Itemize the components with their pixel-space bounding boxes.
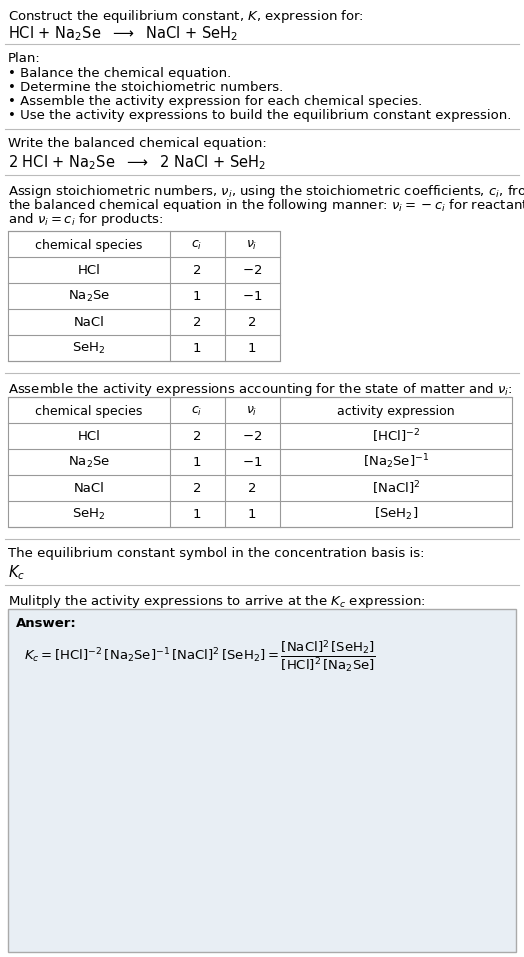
Text: $-2$: $-2$ [242, 430, 262, 442]
Text: • Assemble the activity expression for each chemical species.: • Assemble the activity expression for e… [8, 95, 422, 108]
Text: 2: 2 [193, 263, 201, 277]
Text: Na$_2$Se: Na$_2$Se [68, 288, 110, 303]
Bar [8, 397, 512, 527]
Text: Mulitply the activity expressions to arrive at the $K_c$ expression:: Mulitply the activity expressions to arr… [8, 593, 426, 610]
Text: HCl: HCl [78, 430, 101, 442]
Text: 1: 1 [193, 290, 201, 302]
Text: 1: 1 [193, 342, 201, 354]
Text: 2 HCl + Na$_2$Se  $\longrightarrow$  2 NaCl + SeH$_2$: 2 HCl + Na$_2$Se $\longrightarrow$ 2 NaC… [8, 153, 266, 171]
Bar [8, 231, 280, 361]
Text: • Determine the stoichiometric numbers.: • Determine the stoichiometric numbers. [8, 81, 283, 94]
Text: chemical species: chemical species [35, 239, 143, 252]
Text: $c_i$: $c_i$ [191, 238, 203, 252]
Text: $[\mathrm{SeH_2}]$: $[\mathrm{SeH_2}]$ [374, 506, 418, 523]
Text: activity expression: activity expression [337, 405, 455, 418]
Text: 2: 2 [193, 481, 201, 495]
Bar [8, 609, 516, 952]
Text: Answer:: Answer: [16, 617, 77, 630]
Text: $c_i$: $c_i$ [191, 405, 203, 418]
Text: Na$_2$Se: Na$_2$Se [68, 455, 110, 470]
Text: SeH$_2$: SeH$_2$ [72, 506, 106, 522]
Text: 1: 1 [248, 342, 256, 354]
Text: 2: 2 [248, 316, 256, 328]
Text: 2: 2 [248, 481, 256, 495]
Text: $\nu_i$: $\nu_i$ [246, 238, 258, 252]
Text: $\nu_i$: $\nu_i$ [246, 405, 258, 418]
Text: the balanced chemical equation in the following manner: $\nu_i = -c_i$ for react: the balanced chemical equation in the fo… [8, 197, 524, 214]
Text: • Balance the chemical equation.: • Balance the chemical equation. [8, 67, 231, 80]
Text: $[\mathrm{HCl}]^{-2}$: $[\mathrm{HCl}]^{-2}$ [372, 427, 420, 445]
Text: HCl: HCl [78, 263, 101, 277]
Text: $[\mathrm{Na_2Se}]^{-1}$: $[\mathrm{Na_2Se}]^{-1}$ [363, 453, 429, 472]
Text: Construct the equilibrium constant, $K$, expression for:: Construct the equilibrium constant, $K$,… [8, 8, 364, 25]
Text: and $\nu_i = c_i$ for products:: and $\nu_i = c_i$ for products: [8, 211, 163, 228]
Text: Assign stoichiometric numbers, $\nu_i$, using the stoichiometric coefficients, $: Assign stoichiometric numbers, $\nu_i$, … [8, 183, 524, 200]
Text: The equilibrium constant symbol in the concentration basis is:: The equilibrium constant symbol in the c… [8, 547, 424, 560]
Text: HCl + Na$_2$Se  $\longrightarrow$  NaCl + SeH$_2$: HCl + Na$_2$Se $\longrightarrow$ NaCl + … [8, 24, 238, 43]
Text: NaCl: NaCl [73, 316, 104, 328]
Text: NaCl: NaCl [73, 481, 104, 495]
Text: $-2$: $-2$ [242, 263, 262, 277]
Text: $K_c = [\mathrm{HCl}]^{-2}\,[\mathrm{Na_2Se}]^{-1}\,[\mathrm{NaCl}]^2\,[\mathrm{: $K_c = [\mathrm{HCl}]^{-2}\,[\mathrm{Na_… [24, 639, 376, 675]
Text: Assemble the activity expressions accounting for the state of matter and $\nu_i$: Assemble the activity expressions accoun… [8, 381, 512, 398]
Text: 1: 1 [193, 507, 201, 521]
Text: Plan:: Plan: [8, 52, 41, 65]
Text: $-1$: $-1$ [242, 456, 262, 469]
Text: 1: 1 [193, 456, 201, 469]
Text: $K_c$: $K_c$ [8, 563, 25, 582]
Text: $-1$: $-1$ [242, 290, 262, 302]
Text: SeH$_2$: SeH$_2$ [72, 341, 106, 356]
Text: chemical species: chemical species [35, 405, 143, 418]
Text: • Use the activity expressions to build the equilibrium constant expression.: • Use the activity expressions to build … [8, 109, 511, 122]
Text: 2: 2 [193, 430, 201, 442]
Text: Write the balanced chemical equation:: Write the balanced chemical equation: [8, 137, 267, 150]
Text: 2: 2 [193, 316, 201, 328]
Text: 1: 1 [248, 507, 256, 521]
Text: $[\mathrm{NaCl}]^{2}$: $[\mathrm{NaCl}]^{2}$ [372, 479, 420, 497]
